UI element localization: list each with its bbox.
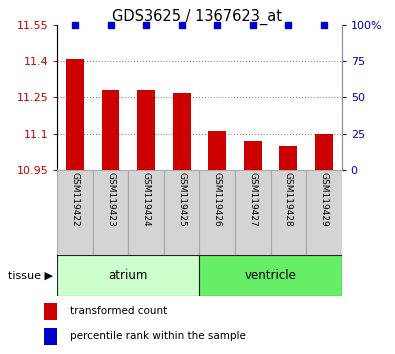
Text: GSM119428: GSM119428 bbox=[284, 172, 293, 227]
Text: GSM119424: GSM119424 bbox=[142, 172, 150, 227]
Bar bbox=[128, 170, 164, 255]
Text: atrium: atrium bbox=[109, 269, 148, 282]
Bar bbox=[315, 134, 333, 170]
Bar bbox=[44, 328, 57, 345]
Text: GSM119425: GSM119425 bbox=[177, 172, 186, 227]
Bar bbox=[66, 59, 84, 170]
Bar bbox=[44, 303, 57, 320]
Text: ventricle: ventricle bbox=[245, 269, 297, 282]
Bar bbox=[173, 92, 191, 170]
Text: GSM119427: GSM119427 bbox=[248, 172, 257, 227]
Text: GDS3625 / 1367623_at: GDS3625 / 1367623_at bbox=[113, 9, 282, 25]
Bar bbox=[209, 131, 226, 170]
Bar bbox=[93, 170, 128, 255]
Bar bbox=[280, 146, 297, 170]
Bar bbox=[164, 170, 199, 255]
Text: GSM119422: GSM119422 bbox=[71, 172, 79, 227]
Text: transformed count: transformed count bbox=[70, 306, 167, 316]
Bar bbox=[199, 170, 235, 255]
Text: tissue ▶: tissue ▶ bbox=[8, 270, 53, 280]
Text: percentile rank within the sample: percentile rank within the sample bbox=[70, 331, 246, 342]
Bar bbox=[57, 170, 93, 255]
Text: GSM119429: GSM119429 bbox=[320, 172, 328, 227]
Bar bbox=[137, 90, 155, 170]
Text: GSM119426: GSM119426 bbox=[213, 172, 222, 227]
Text: GSM119423: GSM119423 bbox=[106, 172, 115, 227]
Bar bbox=[102, 90, 120, 170]
Bar bbox=[306, 170, 342, 255]
Bar bbox=[57, 255, 199, 296]
Bar bbox=[244, 141, 262, 170]
Bar bbox=[235, 170, 271, 255]
Bar bbox=[199, 255, 342, 296]
Bar bbox=[271, 170, 306, 255]
